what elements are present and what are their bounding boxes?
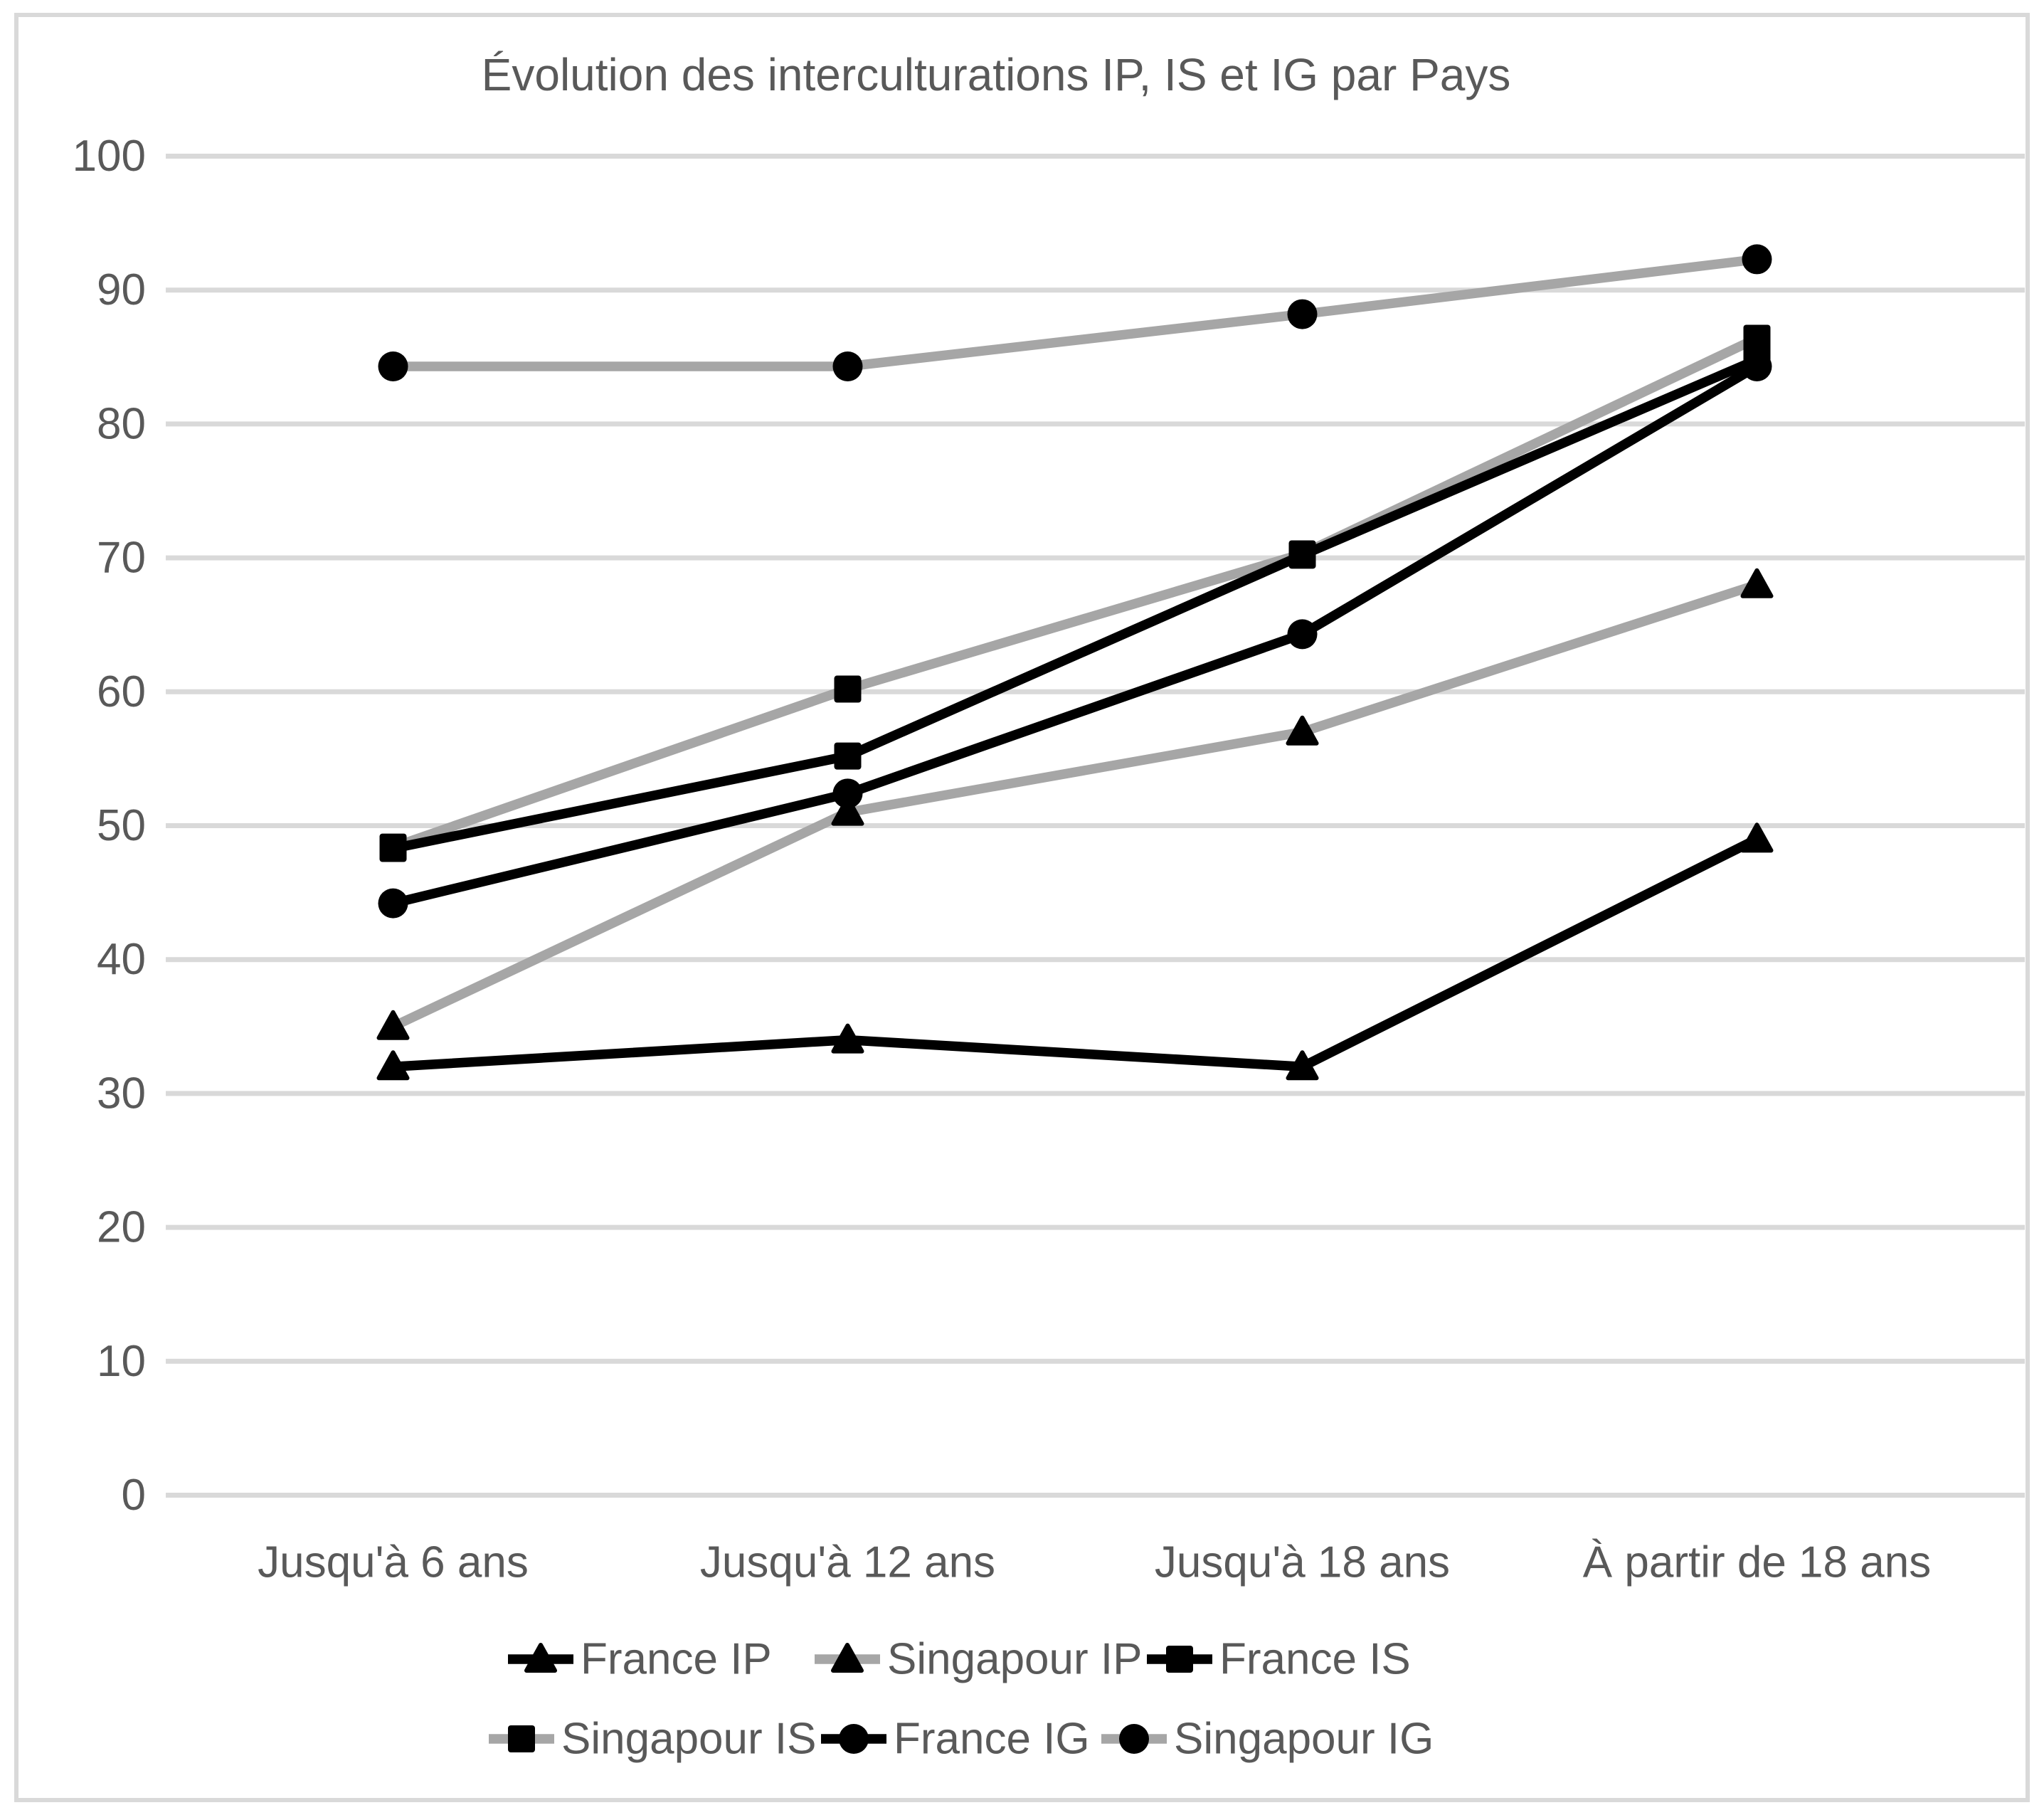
- legend-marker-singapour-ip: [831, 1643, 864, 1673]
- series-line-singapour-is: [388, 333, 1762, 852]
- y-tick-label-80: 80: [97, 399, 146, 448]
- series-line-singapour-ip: [388, 579, 1762, 1032]
- series-marker-singapour-is-1: [834, 675, 862, 703]
- x-tick-label-jusqu-18-ans: Jusqu'à 18 ans: [1155, 1538, 1450, 1587]
- series-line-france-is: [388, 354, 1762, 854]
- y-tick-label-90: 90: [97, 265, 146, 314]
- series-marker-france-ip-2: [1286, 1050, 1319, 1081]
- series-line-singapour-ig: [388, 254, 1762, 371]
- y-tick-label-10: 10: [97, 1337, 146, 1386]
- legend-marker-france-ip: [524, 1643, 557, 1673]
- chart-border: [14, 13, 2030, 1802]
- series-marker-singapour-ig-3: [1742, 244, 1772, 275]
- series-marker-singapour-ig-2: [1287, 299, 1318, 329]
- series-marker-singapour-ig-0: [378, 351, 408, 381]
- y-tick-label-50: 50: [97, 801, 146, 850]
- y-tick-label-20: 20: [97, 1203, 146, 1252]
- y-tick-label-60: 60: [97, 667, 146, 716]
- series-marker-singapour-is-2: [1288, 540, 1316, 568]
- series-marker-france-ig-2: [1287, 619, 1318, 650]
- series-marker-france-is-1: [834, 742, 862, 770]
- y-tick-label-40: 40: [97, 935, 146, 984]
- legend-label-singapour-ig: Singapour IG: [1174, 1715, 1434, 1764]
- legend-label-france-ip: France IP: [581, 1635, 772, 1684]
- series-marker-singapour-is-3: [1743, 324, 1771, 352]
- series-marker-singapour-ip-2: [1286, 715, 1319, 746]
- legend-marker-france-is: [1166, 1646, 1193, 1673]
- series-marker-france-ig-0: [378, 888, 408, 919]
- legend-label-france-ig: France IG: [894, 1715, 1090, 1764]
- x-tick-label-partir-de-18-ans: À partir de 18 ans: [1583, 1538, 1931, 1587]
- series-marker-singapour-ip-3: [1740, 568, 1774, 598]
- legend-marker-singapour-ig: [1119, 1724, 1149, 1754]
- y-tick-label-30: 30: [97, 1069, 146, 1118]
- legend-label-singapour-ip: Singapour IP: [887, 1635, 1142, 1684]
- chart-title: Évolution des interculturations IP, IS e…: [482, 49, 1511, 100]
- series-marker-france-ig-1: [832, 778, 863, 809]
- series-marker-singapour-ip-1: [831, 795, 864, 826]
- legend-marker-france-ig: [839, 1724, 869, 1754]
- series-marker-singapour-ip-0: [376, 1010, 410, 1040]
- series-line-france-ig: [388, 361, 1762, 909]
- y-tick-label-0: 0: [122, 1471, 146, 1520]
- series-marker-france-ip-0: [376, 1050, 410, 1081]
- series-marker-france-ip-3: [1740, 822, 1774, 853]
- series-marker-singapour-ig-1: [832, 351, 863, 381]
- y-tick-label-70: 70: [97, 534, 146, 583]
- series-marker-singapour-is-0: [379, 833, 407, 861]
- series-line-france-ip: [388, 834, 1762, 1072]
- y-tick-label-100: 100: [73, 132, 146, 181]
- legend-label-singapour-is: Singapour IS: [561, 1715, 816, 1764]
- series-marker-france-ig-3: [1742, 351, 1772, 381]
- legend-marker-singapour-is: [508, 1725, 535, 1752]
- series-marker-france-ip-1: [831, 1023, 864, 1054]
- x-tick-label-jusqu-6-ans: Jusqu'à 6 ans: [258, 1538, 529, 1587]
- legend-label-france-is: France IS: [1219, 1635, 1411, 1684]
- x-tick-label-jusqu-12-ans: Jusqu'à 12 ans: [700, 1538, 995, 1587]
